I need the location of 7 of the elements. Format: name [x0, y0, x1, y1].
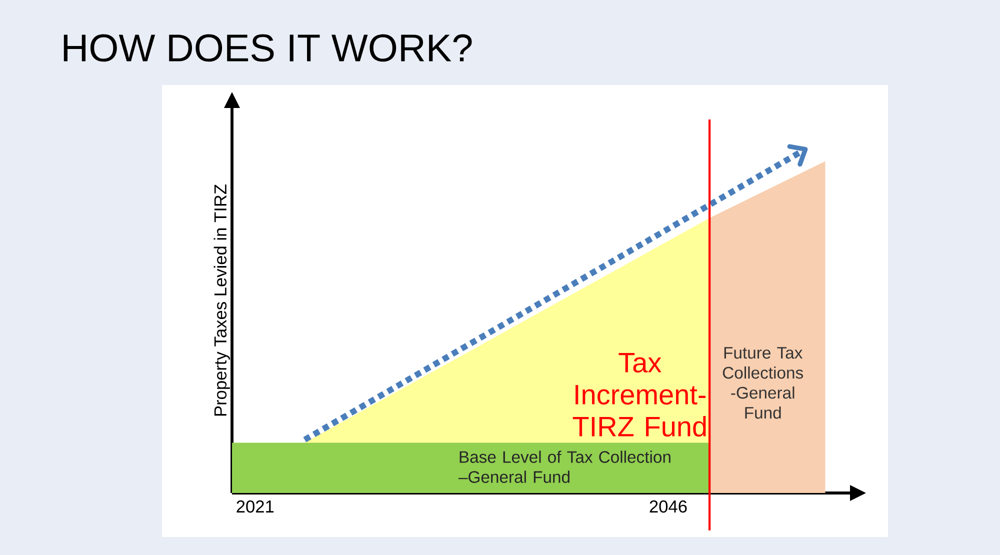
annotation: Base Level of Tax Collection –General Fund [458, 450, 670, 483]
annotation: Future Tax Collections -General Fund [722, 347, 804, 419]
x-tick-label: 2021 [236, 500, 274, 513]
x-tick-label: 2046 [650, 500, 687, 513]
annotation: Tax Increment-TIRZ Fund [572, 353, 706, 437]
chart-title: HOW DOES IT WORK? [64, 34, 472, 62]
y-axis-title: Property Taxes Levied in TIRZ [214, 184, 230, 416]
